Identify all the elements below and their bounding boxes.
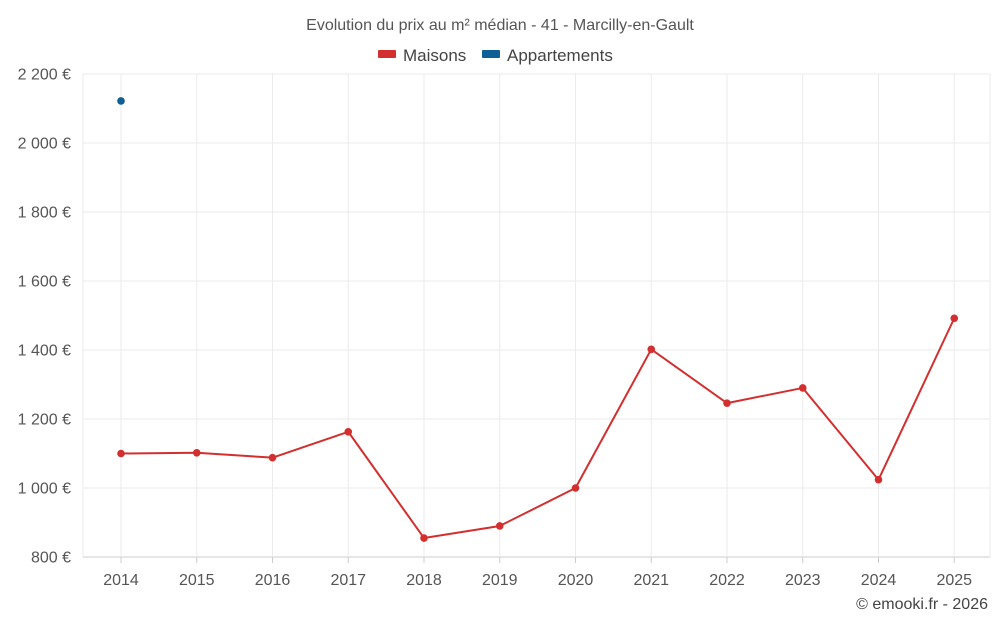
series-points bbox=[117, 97, 959, 542]
grid bbox=[82, 73, 991, 558]
y-tick-label: 2 000 € bbox=[18, 136, 71, 153]
x-axis: 2014 2015 2016 2017 2018 2019 2020 2021 2022 2023… bbox=[103, 557, 972, 589]
chart-title: Evolution du prix au m² médian - 41 - Ma… bbox=[306, 17, 694, 34]
data-point-maisons[interactable] bbox=[192, 449, 201, 457]
legend-label-maisons[interactable]: Maisons bbox=[403, 46, 466, 65]
x-tick-label: 2015 bbox=[179, 572, 215, 589]
legend-swatch-appartements[interactable] bbox=[482, 50, 500, 58]
data-point-appartements[interactable] bbox=[117, 97, 125, 105]
series-line-maisons bbox=[120, 317, 956, 540]
data-point-maisons[interactable] bbox=[344, 427, 353, 436]
x-tick-label: 2022 bbox=[709, 572, 745, 589]
y-tick-label: 1 000 € bbox=[18, 481, 71, 498]
data-point-maisons[interactable] bbox=[117, 449, 125, 458]
legend: Maisons Appartements bbox=[378, 46, 613, 65]
y-axis: 800 € 1 000 € 1 200 € 1 400 € 1 600 € 1 800 €… bbox=[18, 67, 71, 567]
y-tick-label: 1 200 € bbox=[18, 412, 71, 429]
data-point-maisons[interactable] bbox=[798, 384, 807, 392]
x-tick-label: 2018 bbox=[406, 572, 442, 589]
x-tick-label: 2023 bbox=[785, 572, 821, 589]
data-point-maisons[interactable] bbox=[950, 314, 959, 323]
legend-swatch-maisons[interactable] bbox=[378, 50, 396, 58]
x-tick-label: 2017 bbox=[330, 572, 366, 589]
credit-text: © emooki.fr - 2026 bbox=[856, 596, 988, 613]
y-tick-label: 1 400 € bbox=[18, 343, 71, 360]
x-tick-label: 2020 bbox=[558, 572, 594, 589]
x-tick-label: 2016 bbox=[255, 572, 291, 589]
y-tick-label: 1 800 € bbox=[18, 205, 71, 222]
x-tick-label: 2025 bbox=[936, 572, 972, 589]
data-point-maisons[interactable] bbox=[723, 399, 731, 407]
y-tick-label: 800 € bbox=[31, 550, 71, 567]
data-point-maisons[interactable] bbox=[647, 345, 656, 354]
y-tick-label: 1 600 € bbox=[18, 274, 71, 291]
y-tick-label: 2 200 € bbox=[18, 67, 71, 84]
data-point-maisons[interactable] bbox=[874, 475, 883, 484]
data-point-maisons[interactable] bbox=[495, 522, 504, 530]
x-tick-label: 2021 bbox=[633, 572, 669, 589]
data-point-maisons[interactable] bbox=[420, 534, 428, 542]
x-tick-label: 2024 bbox=[861, 572, 897, 589]
legend-label-appartements[interactable]: Appartements bbox=[507, 46, 613, 65]
data-point-maisons[interactable] bbox=[268, 453, 277, 462]
series-lines bbox=[120, 317, 956, 540]
data-point-maisons[interactable] bbox=[571, 484, 580, 492]
x-tick-label: 2019 bbox=[482, 572, 518, 589]
x-tick-label: 2014 bbox=[103, 572, 139, 589]
